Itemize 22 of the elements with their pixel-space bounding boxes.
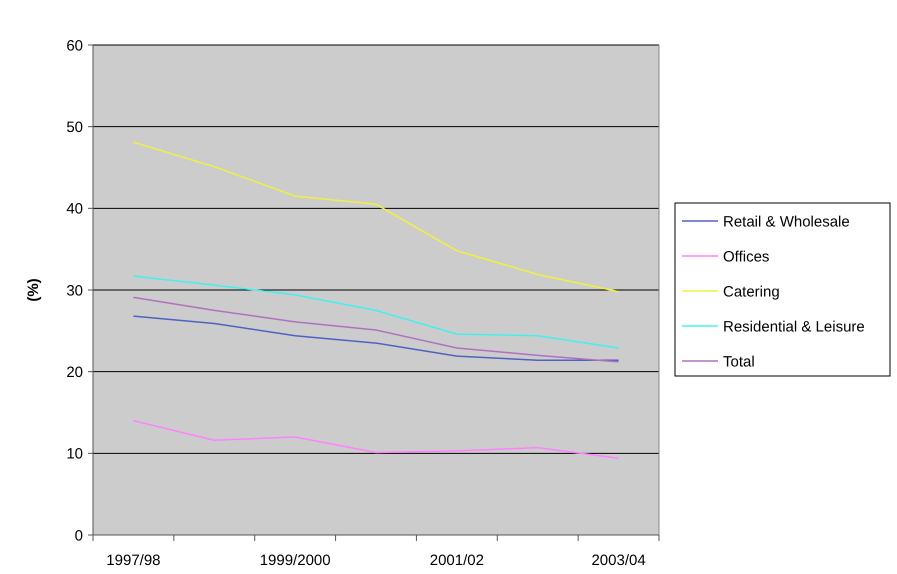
x-tick-label: 2003/04 bbox=[591, 552, 646, 569]
y-tick-label: 50 bbox=[66, 118, 83, 136]
line-series bbox=[132, 315, 620, 361]
legend-label: Residential & Leisure bbox=[723, 318, 865, 336]
line-series bbox=[132, 296, 620, 363]
y-axis-title: (%) bbox=[25, 278, 42, 302]
legend-label: Catering bbox=[723, 283, 780, 300]
y-tick-label: 10 bbox=[66, 446, 83, 463]
x-tick-label: 1999/2000 bbox=[260, 552, 331, 569]
y-tick-label: 60 bbox=[66, 37, 83, 54]
y-tick-label: 30 bbox=[66, 282, 83, 300]
y-tick-label: 40 bbox=[66, 200, 83, 218]
legend-label: Offices bbox=[723, 248, 770, 266]
x-tick-label: 1997/98 bbox=[106, 552, 161, 569]
y-tick-label: 0 bbox=[74, 527, 83, 544]
line-series bbox=[132, 275, 620, 349]
y-tick-label: 20 bbox=[66, 364, 83, 381]
line-series bbox=[132, 141, 620, 292]
line-series bbox=[132, 420, 620, 459]
legend-label: Retail & Wholesale bbox=[723, 213, 850, 230]
legend-label: Total bbox=[723, 353, 755, 370]
x-tick-label: 2001/02 bbox=[430, 552, 484, 569]
